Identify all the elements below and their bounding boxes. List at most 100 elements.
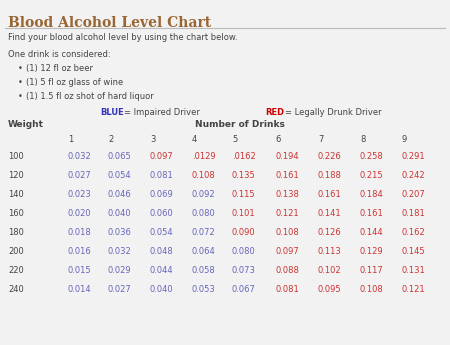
Text: 0.032: 0.032 (108, 247, 132, 256)
Text: 0.015: 0.015 (68, 266, 92, 275)
Text: BLUE: BLUE (100, 108, 124, 117)
Text: .0129: .0129 (192, 152, 216, 161)
Text: 0.081: 0.081 (275, 285, 299, 294)
Text: 0.090: 0.090 (232, 228, 256, 237)
Text: 0.108: 0.108 (360, 285, 384, 294)
Text: = Impaired Driver: = Impaired Driver (124, 108, 200, 117)
Text: 0.044: 0.044 (150, 266, 174, 275)
Text: 2: 2 (108, 135, 113, 144)
Text: Number of Drinks: Number of Drinks (195, 120, 285, 129)
Text: 0.060: 0.060 (150, 209, 174, 218)
Text: 1: 1 (68, 135, 73, 144)
Text: 0.108: 0.108 (192, 171, 216, 180)
Text: 0.081: 0.081 (150, 171, 174, 180)
Text: 0.102: 0.102 (318, 266, 342, 275)
Text: 0.040: 0.040 (150, 285, 174, 294)
Text: 0.242: 0.242 (402, 171, 426, 180)
Text: 0.020: 0.020 (68, 209, 92, 218)
Text: 240: 240 (8, 285, 24, 294)
Text: 0.097: 0.097 (150, 152, 174, 161)
Text: 8: 8 (360, 135, 365, 144)
Text: 0.069: 0.069 (150, 190, 174, 199)
Text: 6: 6 (275, 135, 280, 144)
Text: 0.226: 0.226 (318, 152, 342, 161)
Text: 0.215: 0.215 (360, 171, 383, 180)
Text: .0162: .0162 (232, 152, 256, 161)
Text: •: • (18, 64, 23, 73)
Text: 0.291: 0.291 (402, 152, 426, 161)
Text: 0.131: 0.131 (402, 266, 426, 275)
Text: 0.064: 0.064 (192, 247, 216, 256)
Text: 0.040: 0.040 (108, 209, 131, 218)
Text: 160: 160 (8, 209, 24, 218)
Text: 0.161: 0.161 (318, 190, 342, 199)
Text: 0.023: 0.023 (68, 190, 92, 199)
Text: 0.018: 0.018 (68, 228, 92, 237)
Text: 0.181: 0.181 (402, 209, 426, 218)
Text: 120: 120 (8, 171, 24, 180)
Text: 0.080: 0.080 (192, 209, 216, 218)
Text: 0.135: 0.135 (232, 171, 256, 180)
Text: 0.138: 0.138 (275, 190, 299, 199)
Text: 0.048: 0.048 (150, 247, 174, 256)
Text: Weight: Weight (8, 120, 44, 129)
Text: 0.029: 0.029 (108, 266, 131, 275)
Text: Blood Alcohol Level Chart: Blood Alcohol Level Chart (8, 16, 211, 30)
Text: 0.115: 0.115 (232, 190, 256, 199)
Text: 0.194: 0.194 (275, 152, 299, 161)
Text: 0.065: 0.065 (108, 152, 132, 161)
Text: 0.095: 0.095 (318, 285, 342, 294)
Text: 0.161: 0.161 (275, 171, 299, 180)
Text: 0.141: 0.141 (318, 209, 342, 218)
Text: 0.027: 0.027 (68, 171, 92, 180)
Text: 0.121: 0.121 (275, 209, 299, 218)
Text: 200: 200 (8, 247, 24, 256)
Text: 0.016: 0.016 (68, 247, 92, 256)
Text: 0.053: 0.053 (192, 285, 216, 294)
Text: 0.117: 0.117 (360, 266, 384, 275)
Text: 0.126: 0.126 (318, 228, 342, 237)
Text: 0.036: 0.036 (108, 228, 132, 237)
Text: 0.162: 0.162 (402, 228, 426, 237)
Text: 0.184: 0.184 (360, 190, 384, 199)
Text: 220: 220 (8, 266, 24, 275)
Text: 0.101: 0.101 (232, 209, 256, 218)
Text: •: • (18, 78, 23, 87)
Text: (1) 12 fl oz beer: (1) 12 fl oz beer (26, 64, 93, 73)
Text: 0.032: 0.032 (68, 152, 92, 161)
Text: RED: RED (265, 108, 284, 117)
Text: 5: 5 (232, 135, 237, 144)
Text: 0.080: 0.080 (232, 247, 256, 256)
Text: 100: 100 (8, 152, 24, 161)
Text: 3: 3 (150, 135, 155, 144)
Text: 0.088: 0.088 (275, 266, 299, 275)
Text: 0.258: 0.258 (360, 152, 384, 161)
Text: 0.072: 0.072 (192, 228, 216, 237)
Text: 0.097: 0.097 (275, 247, 299, 256)
Text: 0.108: 0.108 (275, 228, 299, 237)
Text: 0.027: 0.027 (108, 285, 132, 294)
Text: 0.188: 0.188 (318, 171, 342, 180)
Text: 0.073: 0.073 (232, 266, 256, 275)
Text: 0.145: 0.145 (402, 247, 426, 256)
Text: 0.113: 0.113 (318, 247, 342, 256)
Text: 0.054: 0.054 (150, 228, 174, 237)
Text: 0.144: 0.144 (360, 228, 383, 237)
Text: 0.092: 0.092 (192, 190, 216, 199)
Text: 0.054: 0.054 (108, 171, 131, 180)
Text: 0.014: 0.014 (68, 285, 92, 294)
Text: 0.129: 0.129 (360, 247, 383, 256)
Text: 0.121: 0.121 (402, 285, 426, 294)
Text: = Legally Drunk Driver: = Legally Drunk Driver (285, 108, 382, 117)
Text: 180: 180 (8, 228, 24, 237)
Text: (1) 5 fl oz glass of wine: (1) 5 fl oz glass of wine (26, 78, 123, 87)
Text: 0.161: 0.161 (360, 209, 384, 218)
Text: 0.067: 0.067 (232, 285, 256, 294)
Text: 0.058: 0.058 (192, 266, 216, 275)
Text: 0.207: 0.207 (402, 190, 426, 199)
Text: •: • (18, 92, 23, 101)
Text: One drink is considered:: One drink is considered: (8, 50, 111, 59)
Text: 9: 9 (402, 135, 407, 144)
Text: (1) 1.5 fl oz shot of hard liquor: (1) 1.5 fl oz shot of hard liquor (26, 92, 154, 101)
Text: 4: 4 (192, 135, 197, 144)
